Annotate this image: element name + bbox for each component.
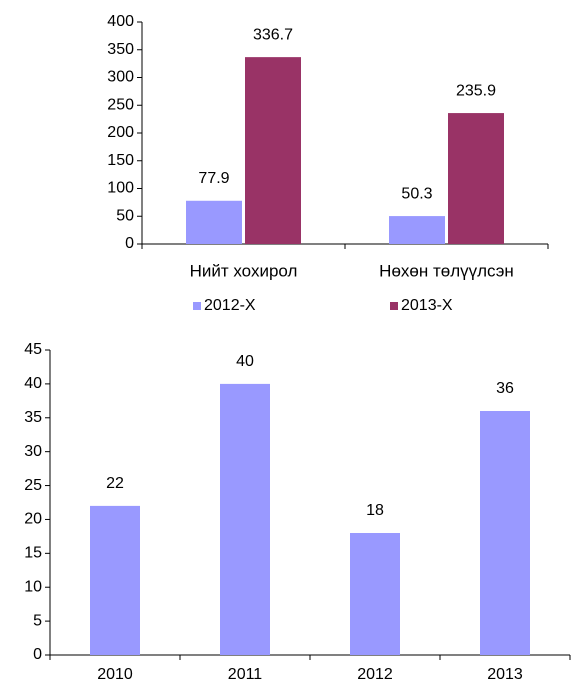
y-tick-label: 20 [24,511,42,528]
y-tick-label: 250 [107,96,134,113]
value-label: 336.7 [253,26,293,43]
y-tick-label: 10 [24,578,42,595]
bar [245,57,301,244]
y-tick-label: 40 [24,375,42,392]
value-label: 22 [106,475,124,492]
y-tick-label: 45 [24,341,42,358]
y-tick-label: 35 [24,409,42,426]
value-label: 18 [366,502,384,519]
value-label: 50.3 [401,185,432,202]
value-label: 77.9 [198,170,229,187]
legend-label: 2013-Х [401,297,453,314]
x-tick-label: 2013 [487,666,523,683]
y-tick-label: 0 [33,646,42,663]
bar [220,383,270,655]
bar [480,411,530,655]
y-tick-label: 25 [24,477,42,494]
y-tick-label: 30 [24,443,42,460]
x-tick-label: Нийт хохирол [190,261,298,280]
y-tick-label: 400 [107,13,134,30]
value-label: 36 [496,380,514,397]
y-tick-label: 15 [24,545,42,562]
y-tick-label: 300 [107,69,134,86]
y-tick-label: 200 [107,124,134,141]
y-tick-label: 350 [107,41,134,58]
x-tick-label: 2011 [228,666,263,683]
bar [350,533,400,655]
bar [90,505,140,655]
x-tick-label: 2010 [97,666,133,683]
y-tick-label: 50 [116,207,134,224]
value-label: 235.9 [456,82,496,99]
legend-swatch [193,302,201,310]
value-label: 40 [236,353,254,370]
bar [186,200,242,244]
legend-swatch [390,302,398,310]
x-tick-label: 2012 [357,666,393,683]
bar [389,216,445,244]
y-tick-label: 0 [125,235,134,252]
y-tick-label: 100 [107,180,134,197]
y-tick-label: 150 [107,152,134,169]
legend-label: 2012-Х [204,297,256,314]
y-tick-label: 5 [33,612,42,629]
bar [448,113,504,244]
x-tick-label: Нөхөн төлүүлсэн [379,261,514,280]
